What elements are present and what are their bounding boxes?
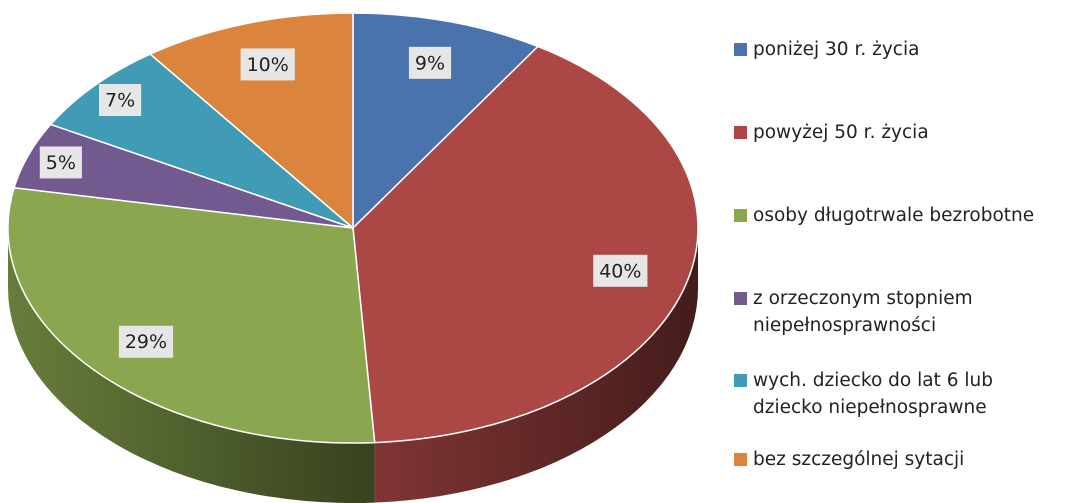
legend-label: osoby długotrwale bezrobotne [753,205,1035,226]
data-label-box [118,325,174,358]
legend-swatch [734,292,747,305]
data-label: 5% [46,152,76,174]
data-label-box [99,84,142,117]
legend-item: powyżej 50 r. życia [734,119,1084,146]
legend-swatch [734,453,747,466]
legend-item: poniżej 30 r. życia [734,36,1084,63]
data-label: 40% [599,260,641,282]
legend-swatch [734,43,747,56]
legend-label: powyżej 50 r. życia [753,122,929,143]
chart: 9% 40% 29% 5% 7% 10% [7,12,699,503]
legend-label: wych. dziecko do lat 6 lub dziecko niepe… [753,370,993,418]
pie-slice [352,12,540,230]
pie-slice [148,12,354,230]
data-label: 10% [247,54,289,76]
data-label-box [240,48,295,81]
data-label: 7% [105,90,135,112]
data-label-box [39,146,82,179]
legend-item: osoby długotrwale bezrobotne [734,202,1084,229]
legend-item: wych. dziecko do lat 6 lub dziecko niepe… [734,367,1084,421]
legend-label: poniżej 30 r. życia [753,39,920,60]
legend-label: z orzeczonym stopniem niepełnosprawności [753,288,973,336]
pie-side [8,228,375,503]
pie-slice [7,186,376,444]
legend-item: bez szczególnej sytacji [734,446,1084,473]
legend-label: bez szczególnej sytacji [753,449,965,470]
data-label-box [408,46,452,79]
data-label: 29% [125,331,167,353]
data-label: 9% [415,52,445,74]
legend-swatch [734,374,747,387]
legend-swatch [734,209,747,222]
data-label-box [593,254,648,287]
pie-slice [352,45,699,444]
legend-item: z orzeczonym stopniem niepełnosprawności [734,285,1084,339]
legend-swatch [734,126,747,139]
